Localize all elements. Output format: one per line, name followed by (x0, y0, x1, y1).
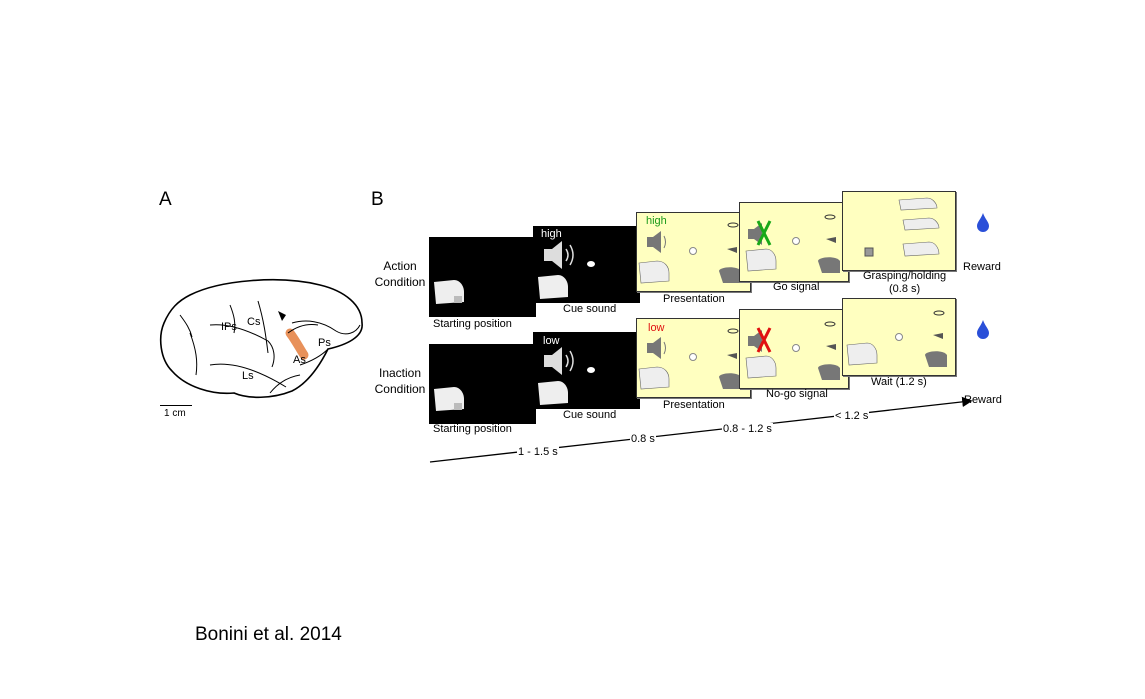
brain-diagram: IPs Cs As Ps Ls (159, 279, 363, 399)
water-drop-icon (977, 320, 989, 339)
action-presentation-panel (636, 212, 751, 292)
hand-icon (638, 260, 670, 284)
hand-icon (745, 248, 777, 272)
action-cue-panel (533, 226, 640, 303)
scale-bar (160, 405, 192, 406)
nogo-x-icon (756, 327, 772, 353)
inaction-start-panel (429, 344, 536, 424)
action-pres-word: high (646, 215, 667, 227)
action-start-panel (429, 237, 536, 317)
interval-4: < 1.2 s (834, 410, 870, 422)
timeline-arrow (429, 396, 973, 463)
inaction-presentation-label: Presentation (663, 399, 725, 411)
sulcus-cs-label: Cs (247, 316, 261, 328)
citation: Bonini et al. 2014 (195, 624, 342, 645)
hand-icon (538, 381, 568, 405)
action-grasp-panel (842, 191, 956, 271)
hand-icon (638, 366, 670, 390)
hand-icon (846, 342, 878, 366)
panel-b-letter: B (371, 189, 384, 210)
action-go-label: Go signal (773, 281, 820, 293)
inaction-presentation-panel (636, 318, 751, 398)
speaker-icon (653, 337, 661, 359)
inaction-condition-label: Inaction Condition (374, 366, 426, 396)
motor-area-highlight (285, 328, 309, 360)
hand-icon (538, 275, 568, 299)
inaction-wait-panel (842, 298, 956, 376)
inaction-start-label: Starting position (433, 423, 512, 435)
sulcus-ls-label: Ls (242, 370, 254, 382)
action-presentation-label: Presentation (663, 293, 725, 305)
hand-icon (745, 355, 777, 379)
interval-2: 0.8 s (630, 433, 656, 445)
speaker-icon (653, 231, 661, 253)
go-x-icon (756, 220, 772, 246)
action-reward-label: Reward (963, 261, 1001, 273)
inaction-cue-panel (533, 332, 640, 409)
sulcus-as-label: As (293, 354, 306, 366)
sulcus-ips-label: IPs (221, 321, 237, 333)
inaction-cue-label: Cue sound (563, 409, 617, 421)
inaction-cue-word: low (543, 335, 560, 347)
action-grasp-label: Grasping/holding (0.8 s) (863, 270, 947, 295)
inaction-nogo-label: No-go signal (766, 388, 828, 400)
action-start-label: Starting position (433, 318, 512, 330)
speaker-icon (552, 347, 562, 375)
inaction-pres-word: low (648, 322, 665, 334)
speaker-icon (552, 241, 562, 269)
inaction-nogo-panel (739, 309, 849, 389)
scale-bar-label: 1 cm (164, 408, 186, 419)
action-cue-label: Cue sound (563, 303, 617, 315)
panel-a-letter: A (159, 189, 172, 210)
sulcus-ps-label: Ps (318, 337, 331, 349)
action-cue-word: high (541, 228, 562, 240)
timeline-reward-label: Reward (964, 394, 1002, 406)
interval-3: 0.8 - 1.2 s (722, 423, 773, 435)
water-drop-icon (977, 213, 989, 232)
action-condition-label: Action Condition (374, 259, 426, 289)
action-go-panel (739, 202, 849, 282)
inaction-wait-label: Wait (1.2 s) (871, 376, 927, 388)
hand-icon (434, 280, 464, 304)
interval-1: 1 - 1.5 s (517, 446, 559, 458)
